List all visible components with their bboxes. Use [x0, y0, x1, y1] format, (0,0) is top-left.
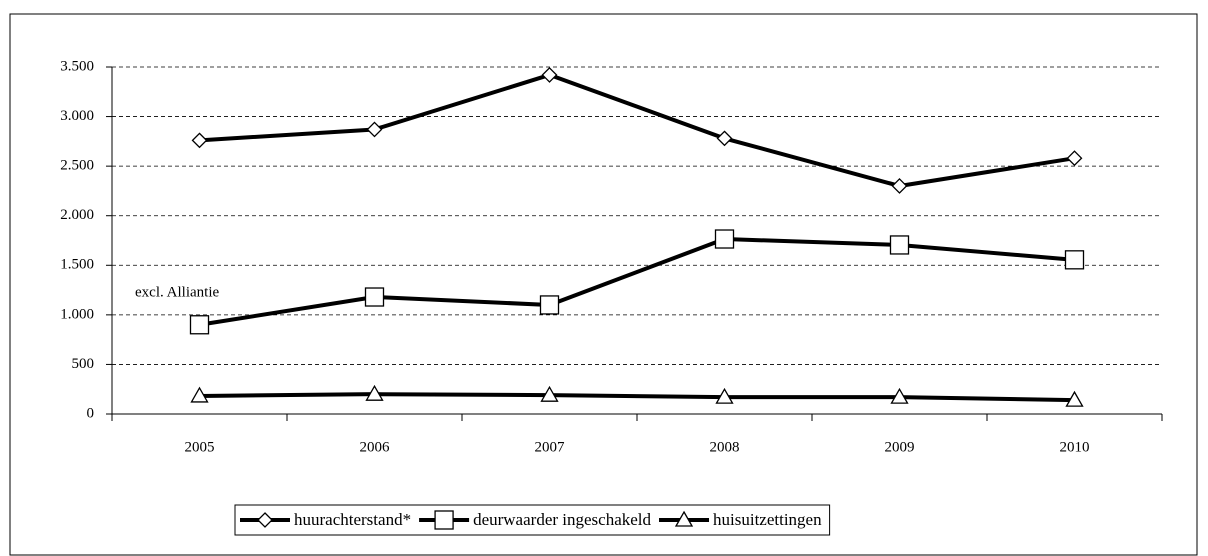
data-point: [541, 67, 558, 83]
data-point: [540, 385, 559, 402]
series-line: [199, 237, 1075, 327]
series-line: [199, 72, 1075, 188]
x-tick-label: 2008: [710, 439, 740, 455]
x-tick-label: 2009: [885, 439, 915, 455]
legend-label: deurwaarder ingeschakeld: [473, 510, 651, 529]
data-point: [716, 130, 733, 147]
legend: huurachterstand* deurwaarder ingeschakeld…: [234, 504, 831, 536]
y-tick-label: 0: [87, 405, 95, 421]
legend-label: huisuitzettingen: [713, 510, 822, 529]
y-tick-label: 1.500: [60, 257, 94, 273]
legend-marker: [674, 510, 694, 527]
y-tick-label: 2.000: [60, 207, 94, 223]
data-point: [191, 132, 208, 149]
x-tick-label: 2007: [535, 439, 566, 455]
data-point: [1064, 250, 1085, 270]
data-point: [190, 386, 209, 403]
data-point: [890, 387, 909, 404]
data-point: [715, 387, 734, 404]
y-tick-label: 3.500: [60, 58, 94, 74]
annotation: excl. Alliantie: [135, 284, 219, 300]
data-point: [366, 121, 383, 138]
data-point: [1065, 390, 1084, 407]
data-point: [891, 178, 908, 194]
x-tick-label: 2005: [185, 439, 215, 455]
y-tick-label: 500: [72, 356, 95, 372]
data-point: [365, 384, 384, 401]
legend-marker: [434, 510, 454, 530]
legend-marker: [257, 512, 273, 528]
data-point: [539, 295, 560, 315]
x-tick-label: 2010: [1060, 439, 1090, 455]
legend-box: [234, 504, 831, 536]
y-tick-label: 1.000: [60, 306, 94, 322]
legend-label: huurachterstand*: [294, 510, 411, 529]
y-tick-label: 3.000: [60, 108, 94, 124]
data-point: [189, 315, 210, 335]
data-point: [364, 287, 385, 307]
series-line: [199, 392, 1075, 403]
data-point: [714, 229, 735, 249]
x-tick-label: 2006: [360, 439, 391, 455]
data-point: [1066, 150, 1083, 167]
data-point: [889, 235, 910, 255]
y-tick-label: 2.500: [60, 158, 94, 174]
